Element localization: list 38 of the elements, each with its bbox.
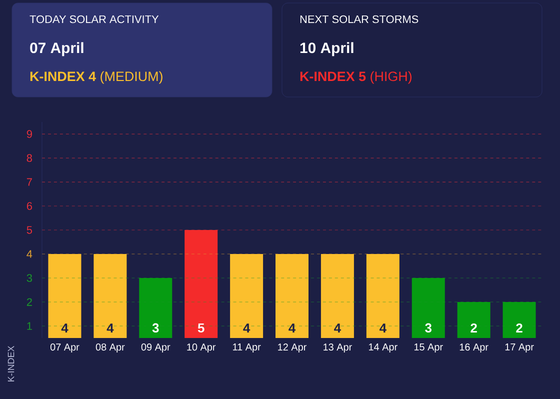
text: 07 April — [30, 42, 84, 56]
data-label: 4 — [243, 324, 250, 332]
text: K-INDEX 4 (MEDIUM) — [30, 71, 162, 84]
x-tick-label: 17 Apr — [505, 344, 534, 352]
data-label: 5 — [198, 323, 204, 332]
x-tick-label: 11 Apr — [233, 344, 261, 352]
y-tick-label: 1 — [27, 322, 32, 330]
y-tick-label: 8 — [26, 154, 32, 162]
x-tick-label: 10 Apr — [187, 344, 216, 353]
data-label: 4 — [380, 324, 386, 332]
text: TODAY SOLAR ACTIVITY — [30, 15, 159, 24]
text: NEXT SOLAR STORMS — [300, 15, 418, 24]
y-tick-label: 7 — [26, 178, 32, 186]
x-tick-label: 12 Apr — [278, 344, 307, 353]
x-tick-label: 07 Apr — [50, 344, 80, 353]
y-tick-label: 6 — [26, 202, 32, 210]
x-tick-label: 14 Apr — [369, 344, 398, 352]
data-label: 2 — [516, 323, 522, 332]
data-label: 2 — [470, 323, 477, 332]
y-tick-label: 3 — [26, 274, 32, 282]
x-tick-label: 13 Apr — [324, 344, 352, 353]
data-label: 3 — [152, 323, 159, 332]
data-label: 4 — [288, 324, 296, 332]
x-tick-label: 16 Apr — [460, 344, 488, 353]
text: K-INDEX 5 (HIGH) — [300, 71, 412, 84]
y-tick-label: 4 — [26, 250, 32, 258]
data-label: 4 — [334, 324, 342, 332]
x-tick-label: 08 Apr — [96, 344, 125, 353]
data-label: 3 — [425, 323, 432, 332]
text: 10 April — [300, 42, 354, 56]
data-label: 4 — [61, 324, 68, 332]
x-tick-label: 09 Apr — [141, 344, 170, 353]
y-axis-title: K-INDEX — [8, 346, 14, 382]
x-tick-label: 15 Apr — [414, 344, 443, 352]
y-tick-label: 9 — [26, 130, 32, 138]
y-tick-label: 2 — [26, 298, 32, 306]
y-tick-label: 5 — [26, 226, 32, 234]
data-label: 4 — [106, 324, 114, 332]
